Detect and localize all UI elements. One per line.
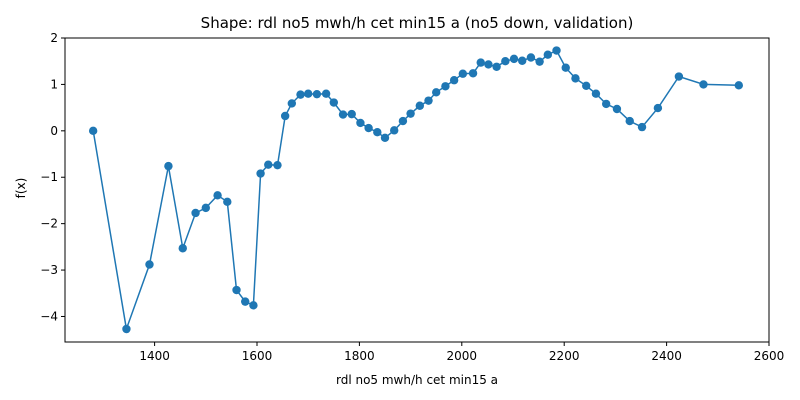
- data-point: [625, 116, 634, 126]
- data-point: [535, 57, 544, 66]
- data-point: [637, 122, 647, 132]
- data-point: [653, 103, 663, 113]
- data-point: [415, 101, 425, 110]
- x-tick-label: 2600: [754, 349, 785, 363]
- y-tick-label: −3: [40, 263, 58, 277]
- data-point: [321, 89, 331, 98]
- data-point: [364, 123, 373, 133]
- data-point: [280, 111, 290, 121]
- data-point: [552, 46, 561, 55]
- y-tick-label: 2: [50, 31, 58, 45]
- data-point: [347, 109, 356, 119]
- data-point: [518, 56, 527, 65]
- data-point: [390, 126, 399, 135]
- data-point: [582, 81, 591, 91]
- data-point: [571, 74, 580, 83]
- data-point: [699, 80, 708, 89]
- plot-frame: [64, 37, 770, 343]
- data-point: [449, 76, 459, 85]
- x-tick-label: 1800: [344, 349, 375, 363]
- data-point: [380, 133, 390, 142]
- x-axis: 1400 1600 1800 2000 2200 2400 2600: [139, 342, 784, 363]
- data-point: [232, 285, 241, 295]
- data-point: [304, 89, 313, 98]
- data-point: [201, 203, 210, 213]
- data-point: [241, 297, 250, 306]
- data-point: [273, 160, 282, 170]
- data-point: [424, 96, 433, 105]
- data-point: [501, 57, 510, 66]
- data-point: [543, 50, 553, 59]
- data-point: [432, 88, 441, 97]
- x-tick-label: 2200: [549, 349, 580, 363]
- data-point: [492, 62, 501, 71]
- data-point: [373, 128, 382, 137]
- data-point: [398, 116, 408, 126]
- data-point: [612, 104, 622, 114]
- data-point: [441, 82, 450, 91]
- data-point: [223, 197, 232, 207]
- x-tick-label: 1400: [139, 349, 170, 363]
- y-axis-label: f(x): [14, 178, 28, 199]
- x-tick-label: 2000: [447, 349, 478, 363]
- data-point: [329, 98, 338, 107]
- y-tick-label: −1: [40, 170, 58, 184]
- data-point: [122, 324, 131, 334]
- data-point: [191, 208, 200, 218]
- data-point: [601, 99, 611, 109]
- data-point: [476, 58, 485, 67]
- data-point: [164, 161, 173, 171]
- data-point: [249, 301, 258, 310]
- data-point: [674, 72, 684, 81]
- x-tick-label: 1600: [242, 349, 273, 363]
- data-point: [296, 90, 305, 99]
- data-point: [509, 54, 519, 64]
- data-point: [264, 160, 273, 169]
- x-tick-label: 2400: [651, 349, 682, 363]
- data-point: [338, 110, 348, 119]
- data-point: [468, 69, 478, 78]
- y-tick-label: −2: [40, 217, 58, 231]
- y-tick-label: 0: [50, 124, 58, 138]
- data-point: [526, 53, 536, 62]
- chart-title: Shape: rdl no5 mwh/h cet min15 a (no5 do…: [201, 14, 634, 32]
- data-point: [88, 126, 98, 136]
- data-point: [213, 191, 222, 200]
- data-point: [591, 89, 601, 98]
- data-point: [312, 89, 322, 99]
- y-tick-label: −4: [40, 309, 58, 323]
- plot-area: [88, 46, 743, 334]
- y-axis: −4 −3 −2 −1 0 1 2: [40, 31, 65, 323]
- data-point: [287, 99, 297, 108]
- x-axis-label: rdl no5 mwh/h cet min15 a: [336, 373, 498, 387]
- data-point: [406, 109, 415, 118]
- data-point: [145, 260, 154, 269]
- data-point: [734, 81, 743, 90]
- data-point: [484, 60, 493, 69]
- data-point: [356, 118, 365, 128]
- data-point: [561, 63, 570, 72]
- data-point: [256, 169, 265, 178]
- data-point: [458, 69, 468, 78]
- y-tick-label: 1: [50, 77, 58, 91]
- data-point: [178, 244, 187, 253]
